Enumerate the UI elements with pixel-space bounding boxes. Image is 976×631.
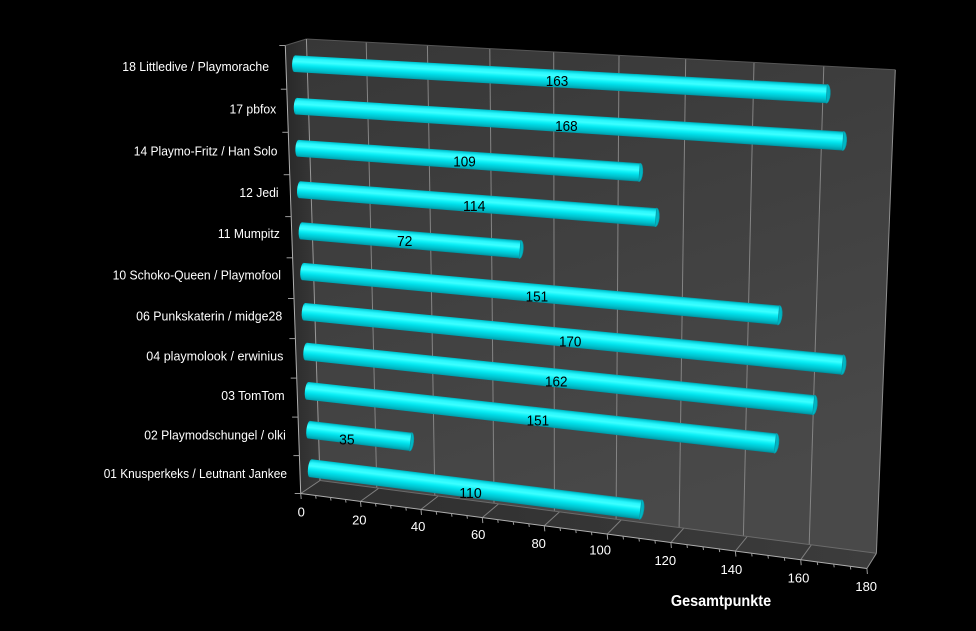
svg-text:72: 72 bbox=[397, 233, 413, 250]
svg-text:40: 40 bbox=[411, 519, 425, 534]
svg-text:03 TomTom: 03 TomTom bbox=[221, 388, 284, 403]
svg-text:02 Playmodschungel / olki: 02 Playmodschungel / olki bbox=[144, 428, 286, 443]
svg-text:163: 163 bbox=[546, 73, 569, 90]
svg-text:04 playmolook / erwinius: 04 playmolook / erwinius bbox=[146, 348, 284, 363]
svg-text:06 Punkskaterin / midge28: 06 Punkskaterin / midge28 bbox=[136, 309, 282, 324]
svg-text:80: 80 bbox=[531, 536, 545, 551]
svg-text:114: 114 bbox=[463, 198, 486, 215]
svg-text:18 Littledive / Playmorache: 18 Littledive / Playmorache bbox=[122, 59, 269, 74]
svg-text:11 Mumpitz: 11 Mumpitz bbox=[218, 226, 280, 241]
svg-text:100: 100 bbox=[589, 543, 611, 558]
svg-text:14 Playmo-Fritz / Han Solo: 14 Playmo-Fritz / Han Solo bbox=[134, 144, 278, 159]
svg-text:110: 110 bbox=[459, 485, 482, 502]
svg-text:162: 162 bbox=[545, 374, 568, 391]
svg-text:12 Jedi: 12 Jedi bbox=[239, 185, 278, 200]
svg-text:140: 140 bbox=[721, 562, 743, 577]
svg-text:Gesamtpunkte: Gesamtpunkte bbox=[671, 593, 771, 610]
svg-text:168: 168 bbox=[555, 118, 578, 135]
svg-text:17 pbfox: 17 pbfox bbox=[230, 101, 277, 116]
svg-text:180: 180 bbox=[855, 579, 877, 594]
svg-text:109: 109 bbox=[453, 154, 476, 171]
svg-text:160: 160 bbox=[788, 570, 810, 585]
svg-text:60: 60 bbox=[471, 527, 485, 542]
svg-text:0: 0 bbox=[298, 504, 305, 519]
svg-text:20: 20 bbox=[352, 512, 366, 527]
svg-text:170: 170 bbox=[559, 334, 582, 351]
svg-text:120: 120 bbox=[654, 553, 676, 568]
svg-text:35: 35 bbox=[339, 432, 355, 449]
svg-text:10 Schoko-Queen / Playmofool: 10 Schoko-Queen / Playmofool bbox=[113, 268, 282, 283]
svg-text:151: 151 bbox=[526, 288, 549, 305]
svg-text:01 Knusperkeks / Leutnant Jank: 01 Knusperkeks / Leutnant Jankee bbox=[104, 466, 287, 481]
svg-text:151: 151 bbox=[527, 413, 550, 430]
